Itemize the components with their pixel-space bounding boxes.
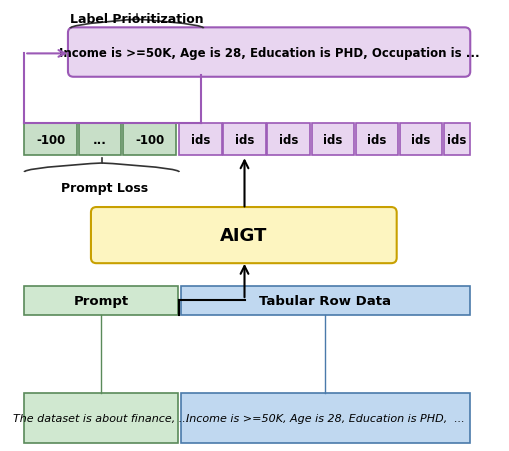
Bar (180, 394, 469, 443)
Bar (179, 124, 221, 156)
Text: -100: -100 (135, 133, 164, 147)
Text: -100: -100 (36, 133, 65, 147)
Text: ids: ids (190, 133, 210, 147)
Bar (267, 124, 309, 156)
Bar (123, 124, 176, 156)
Text: ids: ids (446, 133, 466, 147)
Text: ids: ids (366, 133, 386, 147)
Bar (399, 124, 441, 156)
Text: The dataset is about finance, ...: The dataset is about finance, ... (13, 413, 189, 423)
Bar (311, 124, 353, 156)
Bar (355, 124, 398, 156)
Text: ids: ids (278, 133, 298, 147)
Text: Label Prioritization: Label Prioritization (70, 13, 203, 26)
Text: ids: ids (323, 133, 342, 147)
Bar (223, 124, 265, 156)
Text: AIGT: AIGT (220, 226, 267, 244)
FancyBboxPatch shape (68, 28, 469, 78)
Bar (180, 286, 469, 315)
Bar (24, 394, 178, 443)
Text: Prompt Loss: Prompt Loss (61, 182, 148, 194)
Text: Income is >=50K, Age is 28, Education is PHD, Occupation is ...: Income is >=50K, Age is 28, Education is… (59, 46, 478, 60)
Text: Income is >=50K, Age is 28, Education is PHD,  ...: Income is >=50K, Age is 28, Education is… (186, 413, 464, 423)
FancyBboxPatch shape (91, 207, 396, 263)
Bar (79, 124, 121, 156)
Text: ...: ... (93, 133, 107, 147)
Text: Prompt: Prompt (74, 294, 129, 307)
Bar (24, 124, 77, 156)
Bar (443, 124, 469, 156)
Text: ids: ids (411, 133, 430, 147)
Text: ids: ids (234, 133, 253, 147)
Bar (24, 286, 178, 315)
Text: Tabular Row Data: Tabular Row Data (259, 294, 391, 307)
